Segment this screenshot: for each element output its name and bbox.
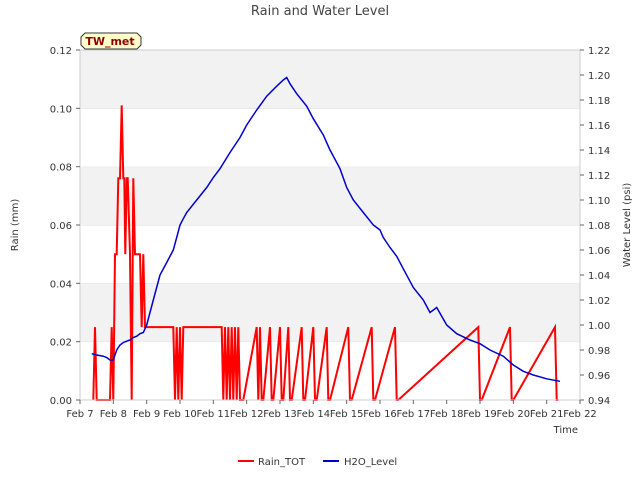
x-tick-label: Feb 17	[397, 409, 431, 420]
x-tick-label: Feb 11	[197, 409, 231, 420]
grid-band	[80, 166, 580, 225]
y-right-tick-label: 1.20	[588, 71, 610, 82]
x-tick-label: Feb 21	[530, 409, 564, 420]
y-right-tick-label: 1.10	[588, 196, 610, 207]
y-left-tick-label: 0.08	[50, 163, 72, 174]
x-tick-label: Feb 12	[230, 409, 264, 420]
y-right-tick-label: 1.06	[588, 246, 610, 257]
y-right-tick-label: 1.14	[588, 146, 610, 157]
y-right-tick-label: 1.04	[588, 271, 610, 282]
y-right-tick-label: 1.08	[588, 221, 610, 232]
x-tick-label: Feb 19	[463, 409, 497, 420]
x-tick-label: Feb 10	[163, 409, 197, 420]
chart-title: Rain and Water Level	[251, 4, 389, 19]
y-right-tick-label: 0.94	[588, 396, 610, 407]
grid-band	[80, 108, 580, 167]
y-left-tick-label: 0.00	[50, 396, 72, 407]
legend-label-rain: Rain_TOT	[258, 457, 306, 468]
x-tick-label: Feb 22	[563, 409, 597, 420]
h2o-level-line	[91, 76, 561, 383]
grid-band	[80, 283, 580, 342]
y-right-tick-label: 0.98	[588, 346, 610, 357]
x-tick-label: Feb 7	[66, 409, 93, 420]
y-left-tick-label: 0.06	[50, 221, 72, 232]
y-left-tick-label: 0.04	[50, 279, 72, 290]
x-tick-label: Feb 15	[330, 409, 364, 420]
x-tick-label: Feb 8	[100, 409, 127, 420]
legend-label-level: H2O_Level	[344, 457, 397, 468]
y-right-tick-label: 0.96	[588, 371, 610, 382]
y-right-tick-label: 1.18	[588, 96, 610, 107]
y-right-tick-label: 1.12	[588, 171, 610, 182]
y-right-tick-label: 1.02	[588, 296, 610, 307]
x-tick-label: Feb 13	[263, 409, 297, 420]
x-axis-label: Time	[553, 425, 578, 436]
x-tick-label: Feb 20	[497, 409, 531, 420]
grid-band	[80, 341, 580, 400]
x-tick-label: Feb 18	[430, 409, 464, 420]
y-right-tick-label: 1.16	[588, 121, 610, 132]
site-badge: TW_met	[80, 32, 142, 50]
grid-band	[80, 225, 580, 284]
x-tick-label: Feb 14	[297, 409, 331, 420]
site-badge-label: TW_met	[85, 35, 134, 48]
site-badge-box	[80, 32, 142, 50]
y-right-tick-label: 1.22	[588, 46, 610, 57]
legend: Rain_TOT H2O_Level	[238, 457, 397, 468]
y-left-tick-label: 0.02	[50, 338, 72, 349]
y-right-axis-label: Water Level (psi)	[622, 183, 633, 268]
y-left-axis-label: Rain (mm)	[10, 199, 21, 252]
y-right-tick-label: 1.00	[588, 321, 610, 332]
y-left-tick-label: 0.12	[50, 46, 72, 57]
grid-band	[80, 50, 580, 109]
x-tick-label: Feb 16	[363, 409, 397, 420]
y-left-tick-label: 0.10	[50, 104, 72, 115]
x-tick-label: Feb 9	[133, 409, 160, 420]
